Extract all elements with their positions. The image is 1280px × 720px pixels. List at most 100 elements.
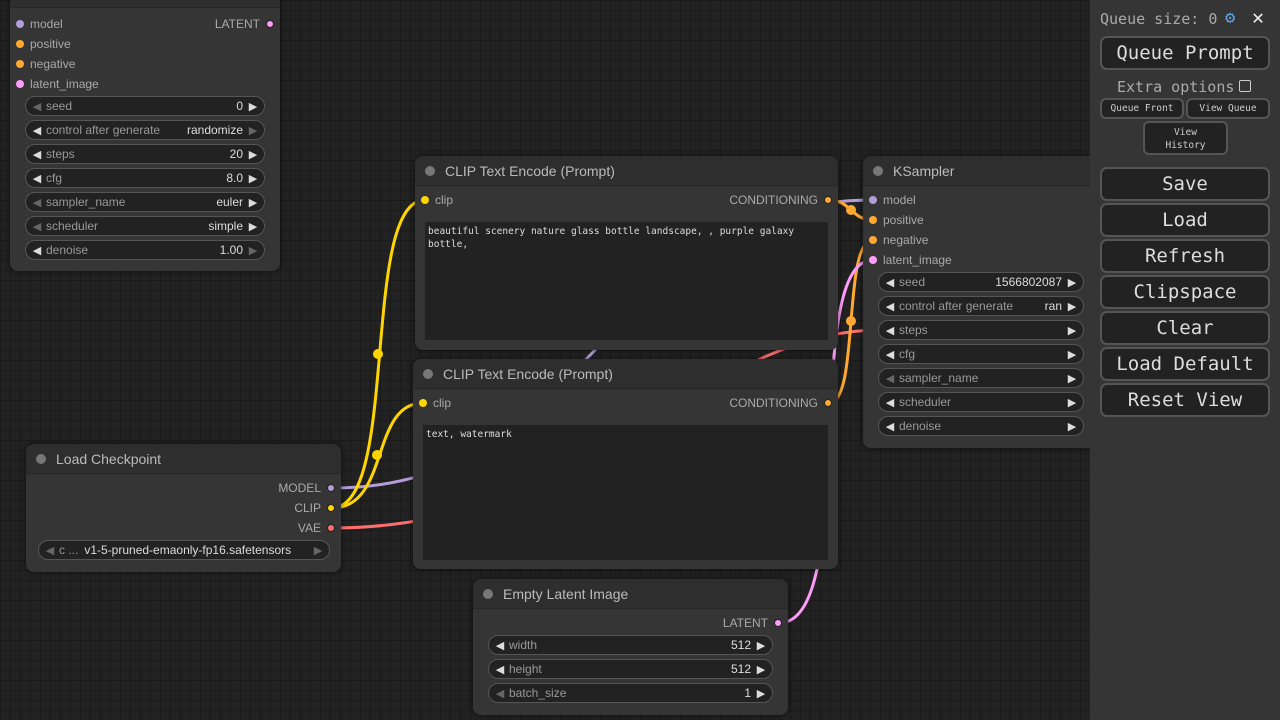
arrow-left-icon[interactable]: ◀ [885, 276, 895, 289]
arrow-left-icon[interactable]: ◀ [495, 663, 505, 676]
arrow-right-icon[interactable]: ▶ [1067, 300, 1077, 313]
arrow-left-icon[interactable]: ◀ [32, 244, 42, 257]
load-default-button[interactable]: Load Default [1100, 347, 1270, 381]
arrow-left-icon[interactable]: ◀ [885, 348, 895, 361]
arrow-left-icon[interactable]: ◀ [32, 124, 42, 137]
arrow-right-icon[interactable]: ▶ [248, 196, 258, 209]
link-midpoint[interactable] [846, 205, 856, 215]
arrow-right-icon[interactable]: ▶ [1067, 324, 1077, 337]
link-midpoint[interactable] [372, 450, 382, 460]
widget-batch-size[interactable]: ◀ batch_size 1 ▶ [488, 683, 773, 703]
widget-control-after-generate[interactable]: ◀ control after generate randomize ▶ [25, 120, 265, 140]
input-positive[interactable]: positive [10, 36, 71, 52]
save-button[interactable]: Save [1100, 167, 1270, 201]
widget-cfg[interactable]: ◀ cfg ▶ [878, 344, 1084, 364]
output-vae[interactable]: VAE [298, 520, 341, 536]
arrow-left-icon[interactable]: ◀ [885, 372, 895, 385]
input-latent-image[interactable]: latent_image [10, 76, 99, 92]
arrow-left-icon[interactable]: ◀ [32, 100, 42, 113]
output-conditioning[interactable]: CONDITIONING [729, 192, 838, 208]
arrow-left-icon[interactable]: ◀ [32, 196, 42, 209]
refresh-button[interactable]: Refresh [1100, 239, 1270, 273]
arrow-right-icon[interactable]: ▶ [756, 663, 766, 676]
view-history-button[interactable]: View History [1143, 121, 1228, 155]
input-positive[interactable]: positive [863, 212, 924, 228]
arrow-right-icon[interactable]: ▶ [248, 172, 258, 185]
queue-front-button[interactable]: Queue Front [1100, 98, 1184, 119]
prompt-textarea[interactable]: beautiful scenery nature glass bottle la… [425, 222, 828, 340]
widget-width[interactable]: ◀ width 512 ▶ [488, 635, 773, 655]
load-checkpoint-node[interactable]: Load Checkpoint MODEL CLIP VAE ◀ c ... v1-… [26, 444, 341, 572]
arrow-right-icon[interactable]: ▶ [248, 124, 258, 137]
input-model[interactable]: model [863, 192, 916, 208]
input-negative[interactable]: negative [10, 56, 75, 72]
input-clip[interactable]: clip [413, 395, 451, 411]
arrow-right-icon[interactable]: ▶ [248, 220, 258, 233]
arrow-left-icon[interactable]: ◀ [32, 220, 42, 233]
widget-sampler-name[interactable]: ◀ sampler_name ▶ [878, 368, 1084, 388]
node-title[interactable]: CLIP Text Encode (Prompt) [415, 156, 838, 186]
close-icon[interactable]: ✕ [1252, 5, 1265, 29]
arrow-right-icon[interactable]: ▶ [1067, 372, 1077, 385]
widget-denoise[interactable]: ◀ denoise ▶ [878, 416, 1084, 436]
ckpt-name-combo[interactable]: ◀ c ... v1-5-pruned-emaonly-fp16.safetenso… [38, 540, 330, 560]
arrow-right-icon[interactable]: ▶ [1067, 276, 1077, 289]
arrow-left-icon[interactable]: ◀ [885, 324, 895, 337]
arrow-left-icon[interactable]: ◀ [495, 639, 505, 652]
node-title[interactable] [10, 0, 280, 8]
output-clip[interactable]: CLIP [294, 500, 341, 516]
arrow-right-icon[interactable]: ▶ [313, 544, 323, 557]
widget-scheduler[interactable]: ◀ scheduler simple ▶ [25, 216, 265, 236]
output-conditioning[interactable]: CONDITIONING [729, 395, 838, 411]
widget-steps[interactable]: ◀ steps ▶ [878, 320, 1084, 340]
arrow-right-icon[interactable]: ▶ [248, 100, 258, 113]
arrow-left-icon[interactable]: ◀ [495, 687, 505, 700]
prompt-textarea[interactable]: text, watermark [423, 425, 828, 560]
link-midpoint[interactable] [373, 349, 383, 359]
reset-view-button[interactable]: Reset View [1100, 383, 1270, 417]
clear-button[interactable]: Clear [1100, 311, 1270, 345]
input-model[interactable]: model [10, 16, 63, 32]
output-latent[interactable]: LATENT [215, 16, 280, 32]
widget-seed[interactable]: ◀ seed 1566802087 ▶ [878, 272, 1084, 292]
widget-denoise[interactable]: ◀ denoise 1.00 ▶ [25, 240, 265, 260]
arrow-left-icon[interactable]: ◀ [885, 420, 895, 433]
node-title[interactable]: Load Checkpoint [26, 444, 341, 474]
node-title[interactable]: Empty Latent Image [473, 579, 788, 609]
widget-scheduler[interactable]: ◀ scheduler ▶ [878, 392, 1084, 412]
output-latent[interactable]: LATENT [723, 615, 788, 631]
arrow-right-icon[interactable]: ▶ [1067, 348, 1077, 361]
empty-latent-image-node[interactable]: Empty Latent Image LATENT ◀ width 512 ▶ ◀ hei… [473, 579, 788, 715]
link-midpoint[interactable] [846, 316, 856, 326]
arrow-right-icon[interactable]: ▶ [248, 244, 258, 257]
load-button[interactable]: Load [1100, 203, 1270, 237]
arrow-left-icon[interactable]: ◀ [885, 300, 895, 313]
clip-text-encode-positive[interactable]: CLIP Text Encode (Prompt) clip CONDITION… [415, 156, 838, 350]
arrow-left-icon[interactable]: ◀ [32, 172, 42, 185]
widget-seed[interactable]: ◀ seed 0 ▶ [25, 96, 265, 116]
ksampler-node-top[interactable]: model positive negative latent_image LAT… [10, 0, 280, 271]
extra-options-checkbox[interactable] [1239, 80, 1251, 92]
widget-sampler-name[interactable]: ◀ sampler_name euler ▶ [25, 192, 265, 212]
arrow-left-icon[interactable]: ◀ [885, 396, 895, 409]
node-title[interactable]: CLIP Text Encode (Prompt) [413, 359, 838, 389]
input-latent-image[interactable]: latent_image [863, 252, 952, 268]
arrow-right-icon[interactable]: ▶ [756, 687, 766, 700]
widget-height[interactable]: ◀ height 512 ▶ [488, 659, 773, 679]
queue-prompt-button[interactable]: Queue Prompt [1100, 36, 1270, 70]
arrow-left-icon[interactable]: ◀ [45, 544, 55, 557]
view-queue-button[interactable]: View Queue [1186, 98, 1270, 119]
arrow-left-icon[interactable]: ◀ [32, 148, 42, 161]
widget-cfg[interactable]: ◀ cfg 8.0 ▶ [25, 168, 265, 188]
arrow-right-icon[interactable]: ▶ [1067, 420, 1077, 433]
arrow-right-icon[interactable]: ▶ [1067, 396, 1077, 409]
node-title[interactable]: KSampler [863, 156, 1090, 186]
gear-icon[interactable]: ⚙ [1225, 8, 1236, 28]
output-model[interactable]: MODEL [278, 480, 341, 496]
widget-control-after-generate[interactable]: ◀ control after generate ran ▶ [878, 296, 1084, 316]
input-clip[interactable]: clip [415, 192, 453, 208]
clipspace-button[interactable]: Clipspace [1100, 275, 1270, 309]
arrow-right-icon[interactable]: ▶ [248, 148, 258, 161]
clip-text-encode-negative[interactable]: CLIP Text Encode (Prompt) clip CONDITION… [413, 359, 838, 569]
arrow-right-icon[interactable]: ▶ [756, 639, 766, 652]
